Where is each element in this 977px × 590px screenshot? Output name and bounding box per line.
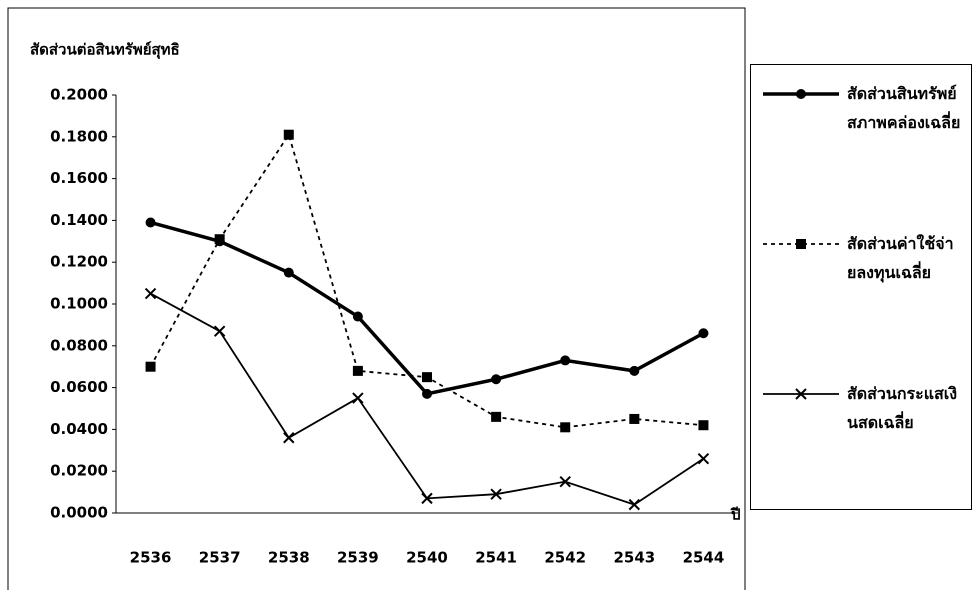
legend: สัดส่วนสินทรัพย์สภาพคล่องเฉลี่ยสัดส่วนค่… <box>750 64 972 510</box>
marker <box>628 498 641 511</box>
marker <box>214 234 225 245</box>
marker <box>560 355 571 366</box>
marker <box>698 420 709 431</box>
legend-label: สัดส่วนกระแสเงินสดเฉลี่ย <box>847 384 958 432</box>
y-tick-label: 0.1000 <box>50 295 108 313</box>
x-tick-label: 2541 <box>475 549 517 567</box>
x-tick-label: 2544 <box>683 549 725 567</box>
marker <box>559 475 571 488</box>
legend-swatch <box>763 89 839 99</box>
legend-label: สัดส่วนสินทรัพย์สภาพคล่องเฉลี่ย <box>847 84 961 132</box>
marker <box>491 411 502 422</box>
y-tick-label: 0.0000 <box>50 504 108 522</box>
marker <box>629 365 640 376</box>
legend-swatch <box>763 388 839 400</box>
y-tick-label: 0.2000 <box>50 86 108 104</box>
marker <box>283 129 294 140</box>
legend-entry: สัดส่วนกระแสเงินสดเฉลี่ย <box>761 379 962 437</box>
x-tick-label: 2540 <box>406 549 448 567</box>
y-axis-title: สัดส่วนต่อสินทรัพย์สุทธิ <box>30 41 180 60</box>
marker <box>283 267 294 278</box>
y-tick-label: 0.0600 <box>50 378 108 396</box>
marker <box>421 492 433 505</box>
chart-border <box>7 7 746 590</box>
x-tick-label: 2538 <box>268 549 310 567</box>
x-tick-label: 2536 <box>130 549 172 567</box>
marker <box>352 365 363 376</box>
marker <box>352 392 364 404</box>
marker <box>145 217 156 228</box>
marker <box>144 287 157 300</box>
x-tick-label: 2543 <box>613 549 655 567</box>
marker <box>490 488 502 500</box>
legend-entry: สัดส่วนค่าใช้จ่ายลงทุนเฉลี่ย <box>761 229 962 287</box>
series-line <box>150 292 704 506</box>
marker <box>629 413 640 424</box>
series-line <box>149 132 704 429</box>
y-tick-label: 0.0800 <box>50 336 108 354</box>
marker <box>352 311 363 322</box>
marker <box>697 452 710 465</box>
marker <box>491 374 502 385</box>
legend-label: สัดส่วนค่าใช้จ่ายลงทุนเฉลี่ย <box>847 234 954 282</box>
x-axis-title: ปี <box>730 506 740 524</box>
series-line <box>150 220 705 396</box>
x-tick-label: 2542 <box>544 549 586 567</box>
y-tick-label: 0.1400 <box>50 211 108 229</box>
y-tick-label: 0.0200 <box>50 462 108 480</box>
marker <box>560 422 571 433</box>
marker <box>422 388 432 399</box>
legend-entry: สัดส่วนสินทรัพย์สภาพคล่องเฉลี่ย <box>761 79 962 137</box>
marker <box>213 325 226 337</box>
marker <box>796 89 806 99</box>
y-tick-label: 0.0400 <box>50 420 108 438</box>
legend-swatch <box>763 239 839 249</box>
marker <box>795 388 807 400</box>
marker <box>283 432 295 444</box>
x-tick-label: 2537 <box>199 549 241 567</box>
y-tick-label: 0.1600 <box>50 169 108 187</box>
marker <box>698 328 709 339</box>
marker <box>422 372 432 383</box>
y-tick-label: 0.1200 <box>50 253 108 271</box>
marker <box>145 361 156 372</box>
x-tick-label: 2539 <box>337 549 379 567</box>
y-tick-label: 0.1800 <box>50 127 108 145</box>
marker <box>796 239 806 249</box>
